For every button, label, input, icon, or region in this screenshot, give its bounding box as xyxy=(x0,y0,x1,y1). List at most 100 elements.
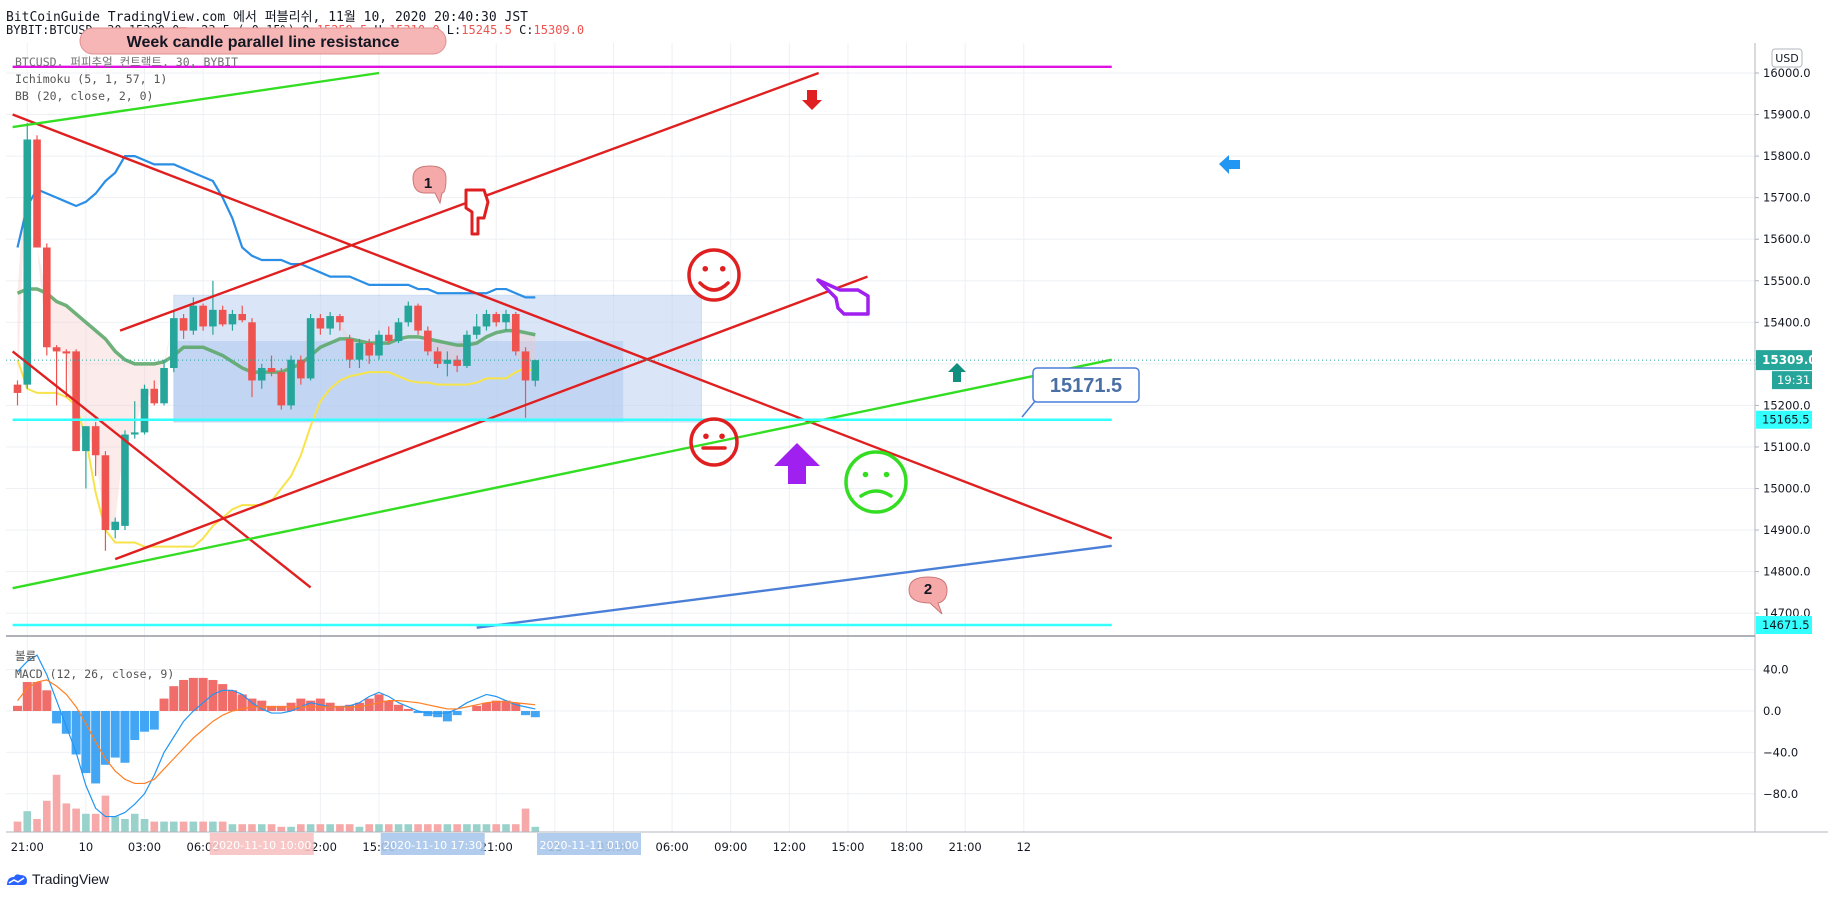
candle xyxy=(23,122,32,389)
candle-body xyxy=(482,313,491,327)
price-box xyxy=(1032,367,1140,403)
volume-bar xyxy=(424,824,432,832)
candle-body xyxy=(521,351,530,381)
price-tick-label: 15500.0 xyxy=(1763,274,1811,288)
macd-hist-bar xyxy=(159,698,169,711)
volume-bar xyxy=(355,826,364,832)
volume-bar xyxy=(463,824,471,832)
candle-body xyxy=(101,455,110,531)
volume-bar xyxy=(228,824,237,832)
candle xyxy=(218,305,227,327)
candle xyxy=(43,243,51,356)
time-tick-label: 21:00 xyxy=(11,840,44,854)
candle xyxy=(375,330,383,360)
volume-bar xyxy=(248,824,256,832)
price-pane xyxy=(6,65,1755,629)
candle xyxy=(111,517,119,539)
candle-body xyxy=(160,368,168,404)
macd-signal-line xyxy=(17,679,536,785)
time-axis[interactable]: 21:001003:0006:0012:0015:0021:001103:000… xyxy=(11,833,1031,855)
macd-hist-bar xyxy=(394,704,404,711)
candle xyxy=(121,430,129,531)
volume-bar xyxy=(91,813,100,832)
candle-body xyxy=(199,305,207,327)
time-highlight-box xyxy=(537,833,642,855)
volume-bar xyxy=(443,824,452,832)
candle xyxy=(287,355,295,410)
candle-body xyxy=(443,359,452,364)
tradingview-logo-icon xyxy=(7,874,27,885)
volume-bar xyxy=(52,774,61,832)
candle-body xyxy=(414,305,422,331)
macd-legend: MACD (12, 26, close, 9) xyxy=(15,667,174,681)
macd-hist-bar xyxy=(530,711,540,718)
tradingview-footer[interactable]: TradingView xyxy=(6,871,109,887)
volume-bar xyxy=(531,826,540,832)
candle-body xyxy=(33,139,41,248)
current-price-box xyxy=(1756,350,1812,371)
face-mouth xyxy=(698,281,730,292)
candle-body xyxy=(502,313,510,323)
candle xyxy=(170,309,178,373)
pointing-hand-left-icon xyxy=(816,278,870,316)
candle-body xyxy=(355,343,364,360)
candle-body xyxy=(121,434,129,526)
volume-bar xyxy=(238,824,247,832)
volume-bar xyxy=(482,824,491,832)
level-label: 14671.5 xyxy=(1762,618,1810,632)
candle-body xyxy=(170,318,178,369)
level-label-box xyxy=(1756,410,1812,429)
volume-bar xyxy=(521,808,530,832)
candle xyxy=(345,334,354,369)
candle-body xyxy=(248,322,256,381)
candle xyxy=(297,355,305,385)
volume-bar xyxy=(13,821,22,832)
time-tick-label: 21:00 xyxy=(480,840,513,854)
volume-bar xyxy=(160,821,168,832)
range-box-inner xyxy=(173,340,624,423)
price-tick-label: 14900.0 xyxy=(1763,523,1811,537)
macd-hist-bar xyxy=(32,682,42,711)
candle-body xyxy=(463,334,471,366)
price-tick-label: 15000.0 xyxy=(1763,482,1811,496)
candle-body xyxy=(336,316,344,323)
candle-body xyxy=(511,313,520,352)
candle-body xyxy=(111,521,119,531)
volume-bar xyxy=(218,821,227,832)
candle-body xyxy=(52,347,61,352)
volume-bar xyxy=(209,821,217,832)
trendline-green xyxy=(12,358,1112,590)
price-tick-label: 15800.0 xyxy=(1763,149,1811,163)
candle xyxy=(257,363,266,389)
ichimoku-green-line xyxy=(16,287,536,374)
macd-hist-bar xyxy=(491,700,501,711)
time-tick-label: 12:00 xyxy=(773,840,806,854)
volume-bar xyxy=(433,824,442,832)
candle-body xyxy=(384,334,393,341)
price-tick-label: 14800.0 xyxy=(1763,565,1811,579)
volume-bar xyxy=(297,824,305,832)
volume-bar xyxy=(345,824,354,832)
macd-hist-bar xyxy=(198,677,208,711)
volume-bar xyxy=(62,803,71,832)
smiley-wink-icon xyxy=(844,450,908,514)
callout-label-2: 2 xyxy=(924,581,932,598)
volume-bar xyxy=(472,824,481,832)
time-tick-label: 15:00 xyxy=(831,840,864,854)
arrow-up-icon xyxy=(774,443,820,484)
macd-hist-bar xyxy=(22,682,32,711)
macd-hist-bar xyxy=(130,711,140,740)
macd-hist-bar xyxy=(511,702,521,711)
price-tick-label: 15200.0 xyxy=(1763,398,1811,412)
macd-hist-bar xyxy=(149,711,159,730)
price-tick-label: 15600.0 xyxy=(1763,232,1811,246)
macd-hist-bar xyxy=(345,704,355,711)
banner-box xyxy=(79,27,447,55)
macd-hist-bar xyxy=(413,711,423,714)
candle xyxy=(101,451,110,551)
macd-hist-bar xyxy=(501,700,511,711)
callout-bubble-2 xyxy=(908,576,948,615)
trendline-blue xyxy=(476,544,1112,629)
